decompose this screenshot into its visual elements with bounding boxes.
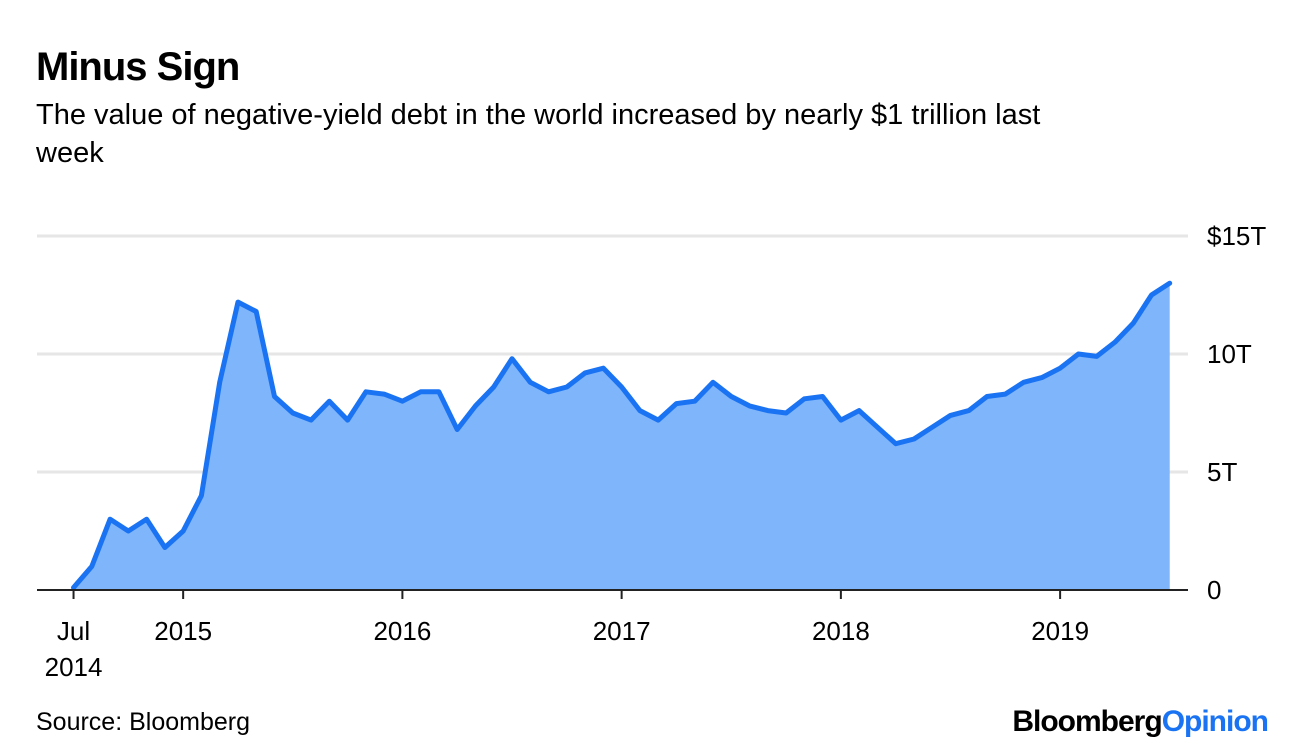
x-tick-label: 2015 [154, 616, 212, 646]
line [71, 280, 1173, 591]
y-tick-label: $15T [1207, 221, 1266, 251]
y-tick-label: 5T [1207, 457, 1237, 487]
brand-name: Bloomberg [1012, 705, 1161, 738]
y-tick-label: 10T [1207, 339, 1252, 369]
x-tick-label: 2019 [1031, 616, 1089, 646]
x-tick-label: 2018 [812, 616, 870, 646]
chart-subtitle: The value of negative-yield debt in the … [36, 99, 1040, 131]
area [73, 283, 1170, 590]
chart-title: Minus Sign [36, 45, 239, 89]
x-tick-label: 2016 [373, 616, 431, 646]
x-tick-label: 2014 [45, 652, 103, 682]
brand: BloombergOpinion [1012, 705, 1268, 738]
source: Source: Bloomberg [36, 708, 250, 736]
y-tick-label: 0 [1207, 575, 1221, 605]
chart-subtitle: week [35, 137, 104, 169]
x-tick-label: Jul [57, 616, 90, 646]
brand-name: Opinion [1162, 705, 1268, 738]
x-tick-label: 2017 [593, 616, 651, 646]
